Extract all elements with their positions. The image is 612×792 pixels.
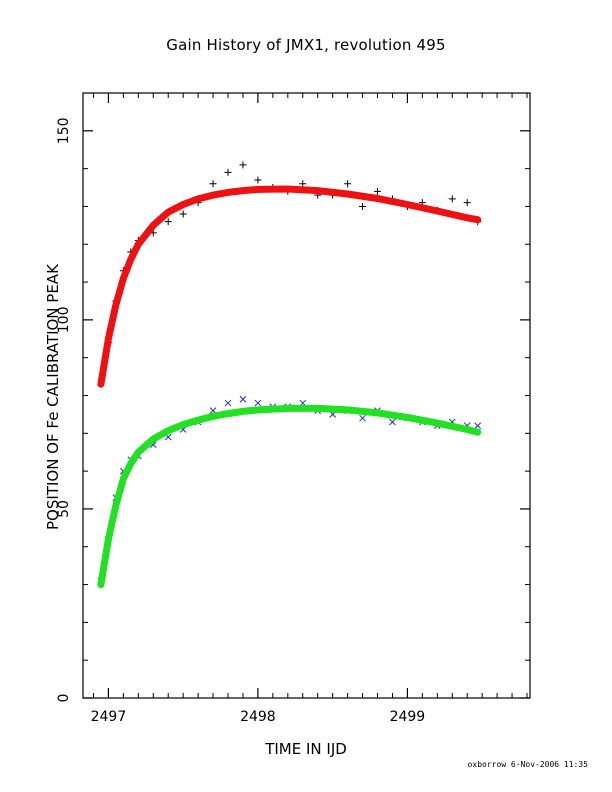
chart-title: Gain History of JMX1, revolution 495 [166, 36, 446, 54]
data-point-1 [254, 399, 262, 407]
y-tick-label: 50 [56, 500, 72, 518]
y-axis-label: POSITION OF Fe CALIBRATION PEAK [44, 264, 62, 530]
data-point-0 [359, 202, 367, 210]
data-point-0 [463, 199, 471, 207]
fit-curve-2 [97, 185, 482, 388]
data-point-0 [224, 168, 232, 176]
data-point-1 [474, 422, 482, 430]
data-point-0 [299, 180, 307, 188]
y-tick-label: 0 [56, 694, 72, 703]
data-point-0 [374, 187, 382, 195]
data-point-0 [254, 176, 262, 184]
data-point-1 [239, 395, 247, 403]
data-point-0 [179, 210, 187, 218]
data-point-0 [344, 180, 352, 188]
fit-curve-3 [97, 404, 482, 589]
y-tick-label: 100 [56, 307, 72, 334]
data-point-1 [224, 399, 232, 407]
data-point-0 [448, 195, 456, 203]
data-point-0 [164, 218, 172, 226]
x-tick-label: 2497 [91, 709, 127, 725]
x-axis-label: TIME IN IJD [265, 740, 347, 758]
y-tick-label: 150 [56, 117, 72, 144]
x-tick-label: 2498 [240, 709, 276, 725]
data-point-1 [359, 414, 366, 422]
data-point-1 [389, 418, 396, 426]
footer-credit: oxborrow 6-Nov-2006 11:35 [467, 760, 588, 769]
data-point-0 [209, 180, 217, 188]
data-point-0 [239, 161, 247, 169]
x-tick-label: 2499 [390, 709, 426, 725]
plot-frame [82, 92, 531, 699]
